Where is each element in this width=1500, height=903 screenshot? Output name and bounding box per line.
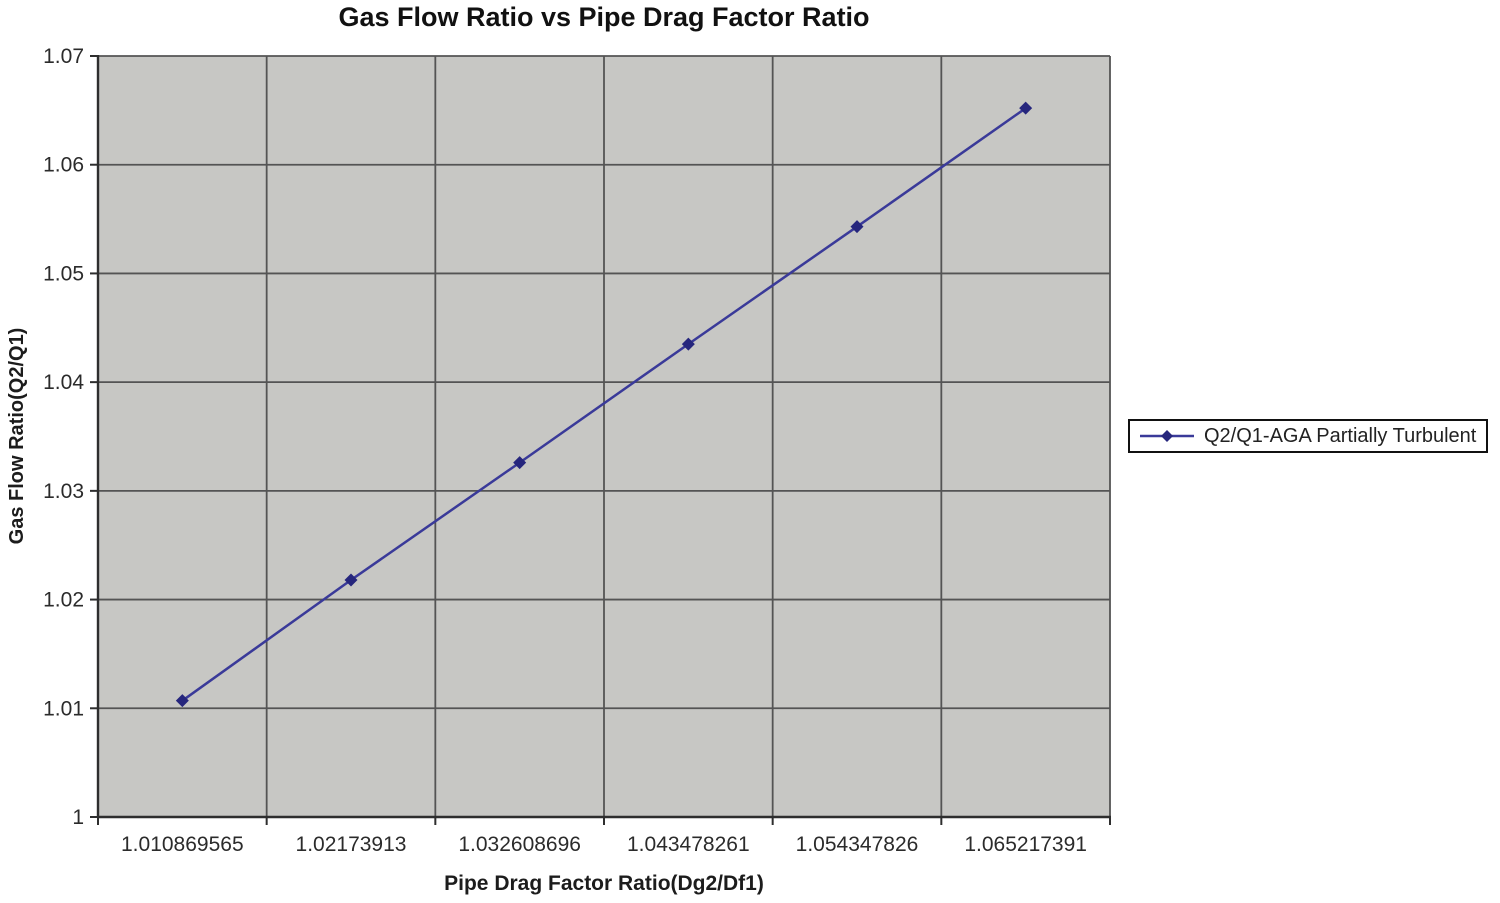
series-marker bbox=[175, 694, 189, 708]
chart-title: Gas Flow Ratio vs Pipe Drag Factor Ratio bbox=[338, 2, 870, 32]
series-marker bbox=[681, 337, 695, 351]
y-tick-label: 1 bbox=[72, 806, 84, 829]
y-tick-label: 1.03 bbox=[43, 480, 84, 503]
y-tick-label: 1.02 bbox=[43, 589, 84, 612]
series-line bbox=[181, 107, 1027, 702]
series-marker bbox=[344, 573, 358, 587]
legend: Q2/Q1-AGA Partially Turbulent bbox=[1128, 419, 1489, 453]
x-tick-label: 1.054347826 bbox=[796, 833, 919, 856]
y-tick-label: 1.05 bbox=[43, 262, 84, 285]
y-tick-label: 1.07 bbox=[43, 45, 84, 68]
x-tick-label: 1.043478261 bbox=[627, 833, 750, 856]
series-marker bbox=[1019, 101, 1033, 115]
series-marker bbox=[850, 220, 864, 234]
legend-series-label: Q2/Q1-AGA Partially Turbulent bbox=[1204, 424, 1477, 447]
y-tick-label: 1.04 bbox=[43, 371, 84, 394]
x-axis-title: Pipe Drag Factor Ratio(Dg2/Df1) bbox=[444, 872, 764, 895]
x-tick-label: 1.010869565 bbox=[121, 833, 244, 856]
x-tick-label: 1.065217391 bbox=[964, 833, 1087, 856]
x-tick-label: 1.02173913 bbox=[296, 833, 407, 856]
y-tick-label: 1.01 bbox=[43, 697, 84, 720]
legend-series-marker-icon bbox=[1140, 430, 1194, 442]
series-marker bbox=[513, 456, 527, 470]
x-tick-label: 1.032608696 bbox=[458, 833, 581, 856]
y-tick-label: 1.06 bbox=[43, 154, 84, 177]
